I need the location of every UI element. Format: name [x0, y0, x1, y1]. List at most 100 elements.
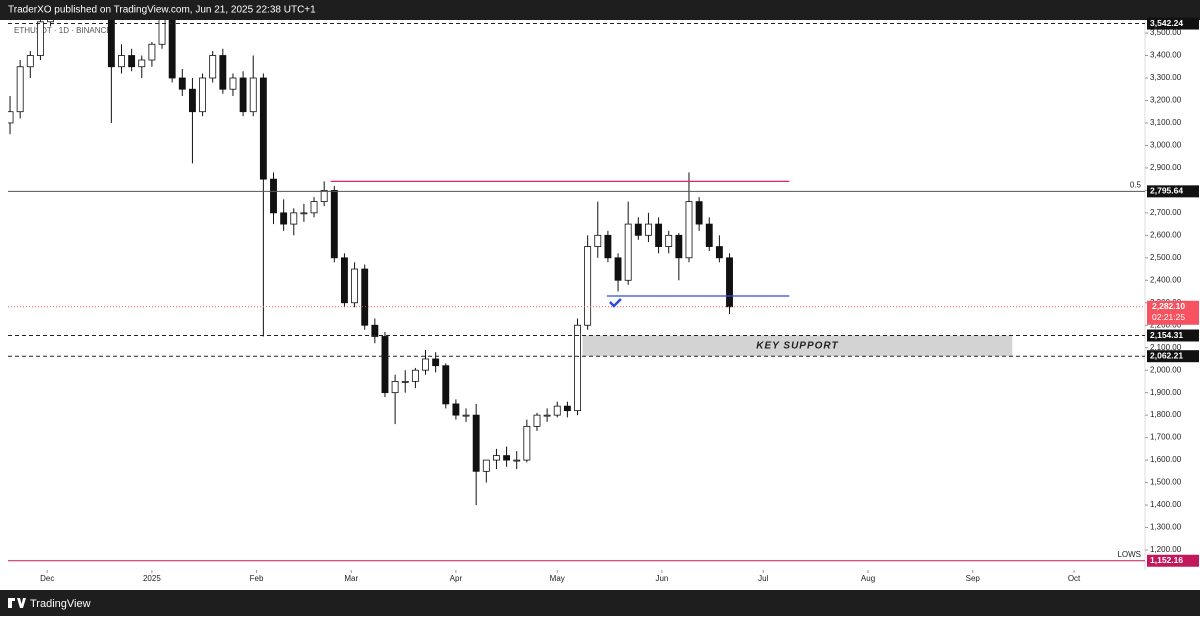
y-tick-label: 1,300.00	[1150, 523, 1182, 532]
x-tick-label: 2025	[143, 574, 161, 583]
level-note: LOWS	[1117, 550, 1141, 559]
y-tick-label: 2,000.00	[1150, 365, 1182, 374]
last-price-badge	[1147, 300, 1199, 325]
candle-body	[553, 405, 561, 416]
candle-body	[563, 405, 571, 412]
candle-body	[371, 324, 379, 337]
candle-body	[270, 178, 277, 214]
y-tick-label: 1,900.00	[1150, 388, 1182, 397]
level-note: 0.5	[1130, 180, 1142, 189]
check-mark	[609, 298, 622, 308]
candle-body	[229, 77, 237, 90]
candle-body	[685, 201, 693, 259]
x-tick-label: May	[550, 574, 565, 583]
x-tick-label: Feb	[250, 574, 264, 583]
header-bar	[0, 0, 1200, 20]
y-tick-label: 2,100.00	[1150, 343, 1182, 352]
candle-body	[493, 455, 500, 461]
y-tick-label: 1,600.00	[1150, 455, 1182, 464]
candle-body	[158, 20, 166, 45]
candle-body	[300, 212, 308, 215]
candle-body	[503, 455, 511, 461]
candle-body	[361, 268, 369, 326]
level-label: 1,152.16	[1150, 555, 1183, 565]
candle-body	[705, 223, 713, 247]
x-tick-label: Dec	[40, 574, 54, 583]
candle-body	[239, 77, 247, 113]
candle-body	[462, 414, 470, 417]
x-tick-label: Aug	[861, 574, 875, 583]
candle-body	[513, 459, 521, 462]
y-tick-label: 3,300.00	[1150, 73, 1182, 82]
candle-body	[523, 425, 531, 461]
candle-body	[259, 77, 267, 180]
candle-body	[715, 246, 723, 259]
y-tick-label: 2,900.00	[1150, 163, 1182, 172]
logo	[8, 598, 26, 608]
level-label: 3,542.24	[1150, 18, 1183, 28]
y-tick-label: 3,400.00	[1150, 51, 1182, 60]
level-badge	[1147, 185, 1199, 198]
candle-body	[249, 77, 257, 113]
footer-bar	[0, 590, 1200, 616]
candle-body	[280, 212, 288, 225]
x-tick-label: Mar	[344, 574, 358, 583]
countdown: 02:21:25	[1152, 312, 1185, 322]
x-tick-label: Apr	[450, 574, 463, 583]
candle-body	[604, 234, 612, 259]
candle-body	[310, 201, 318, 214]
candle-body	[655, 223, 663, 247]
candle-body	[320, 189, 328, 203]
level-label: 2,795.64	[1150, 186, 1183, 196]
candle-body	[543, 414, 551, 417]
x-tick-label: Jun	[655, 574, 668, 583]
candle-body	[411, 369, 419, 382]
footer: TradingView	[30, 598, 91, 610]
candle-body	[675, 234, 683, 259]
level-badge	[1147, 329, 1199, 342]
candle-body	[47, 20, 55, 23]
candle-body	[533, 414, 541, 427]
candle-body	[422, 358, 429, 371]
y-tick-label: 3,100.00	[1150, 118, 1182, 127]
candle-body	[472, 414, 480, 472]
candle-body	[442, 365, 450, 405]
candle-body	[148, 43, 156, 61]
level-label: 2,154.31	[1150, 330, 1183, 340]
candle-body	[178, 77, 186, 90]
candle-body	[584, 246, 592, 326]
header: TraderXO published on TradingView.com, J…	[8, 5, 316, 16]
symbol: ETHUSDT · 1D · BINANCE	[14, 26, 112, 35]
zone-label: KEY SUPPORT	[756, 340, 838, 351]
candle-body	[138, 59, 146, 68]
candle-body	[401, 381, 409, 383]
candle-body	[665, 234, 673, 247]
candle-body	[432, 358, 440, 367]
plot	[8, 20, 1145, 506]
candle-body	[574, 324, 581, 412]
candle-body	[36, 21, 44, 56]
y-tick-label: 3,000.00	[1150, 141, 1182, 150]
candle-body	[330, 189, 338, 259]
y-tick-label: 2,600.00	[1150, 230, 1182, 239]
candle-body	[381, 336, 389, 394]
candle-body	[8, 111, 14, 124]
level-badge	[1147, 554, 1199, 567]
candle-body	[614, 257, 622, 281]
candle-body	[107, 20, 115, 68]
candle-body	[340, 257, 348, 304]
last-price-label: 2,282.10	[1152, 301, 1185, 311]
level-badge	[1147, 350, 1199, 363]
candle-body	[16, 66, 24, 113]
x-tick-label: Jul	[758, 574, 768, 583]
candle-body	[391, 381, 399, 394]
candle-body	[351, 268, 359, 304]
y-tick-label: 1,800.00	[1150, 410, 1182, 419]
y-tick-label: 1,200.00	[1150, 545, 1182, 554]
candle-body	[219, 55, 227, 90]
y-tick-label: 3,200.00	[1150, 96, 1182, 105]
y-tick-label: 1,400.00	[1150, 500, 1182, 509]
candle-body	[199, 77, 207, 113]
